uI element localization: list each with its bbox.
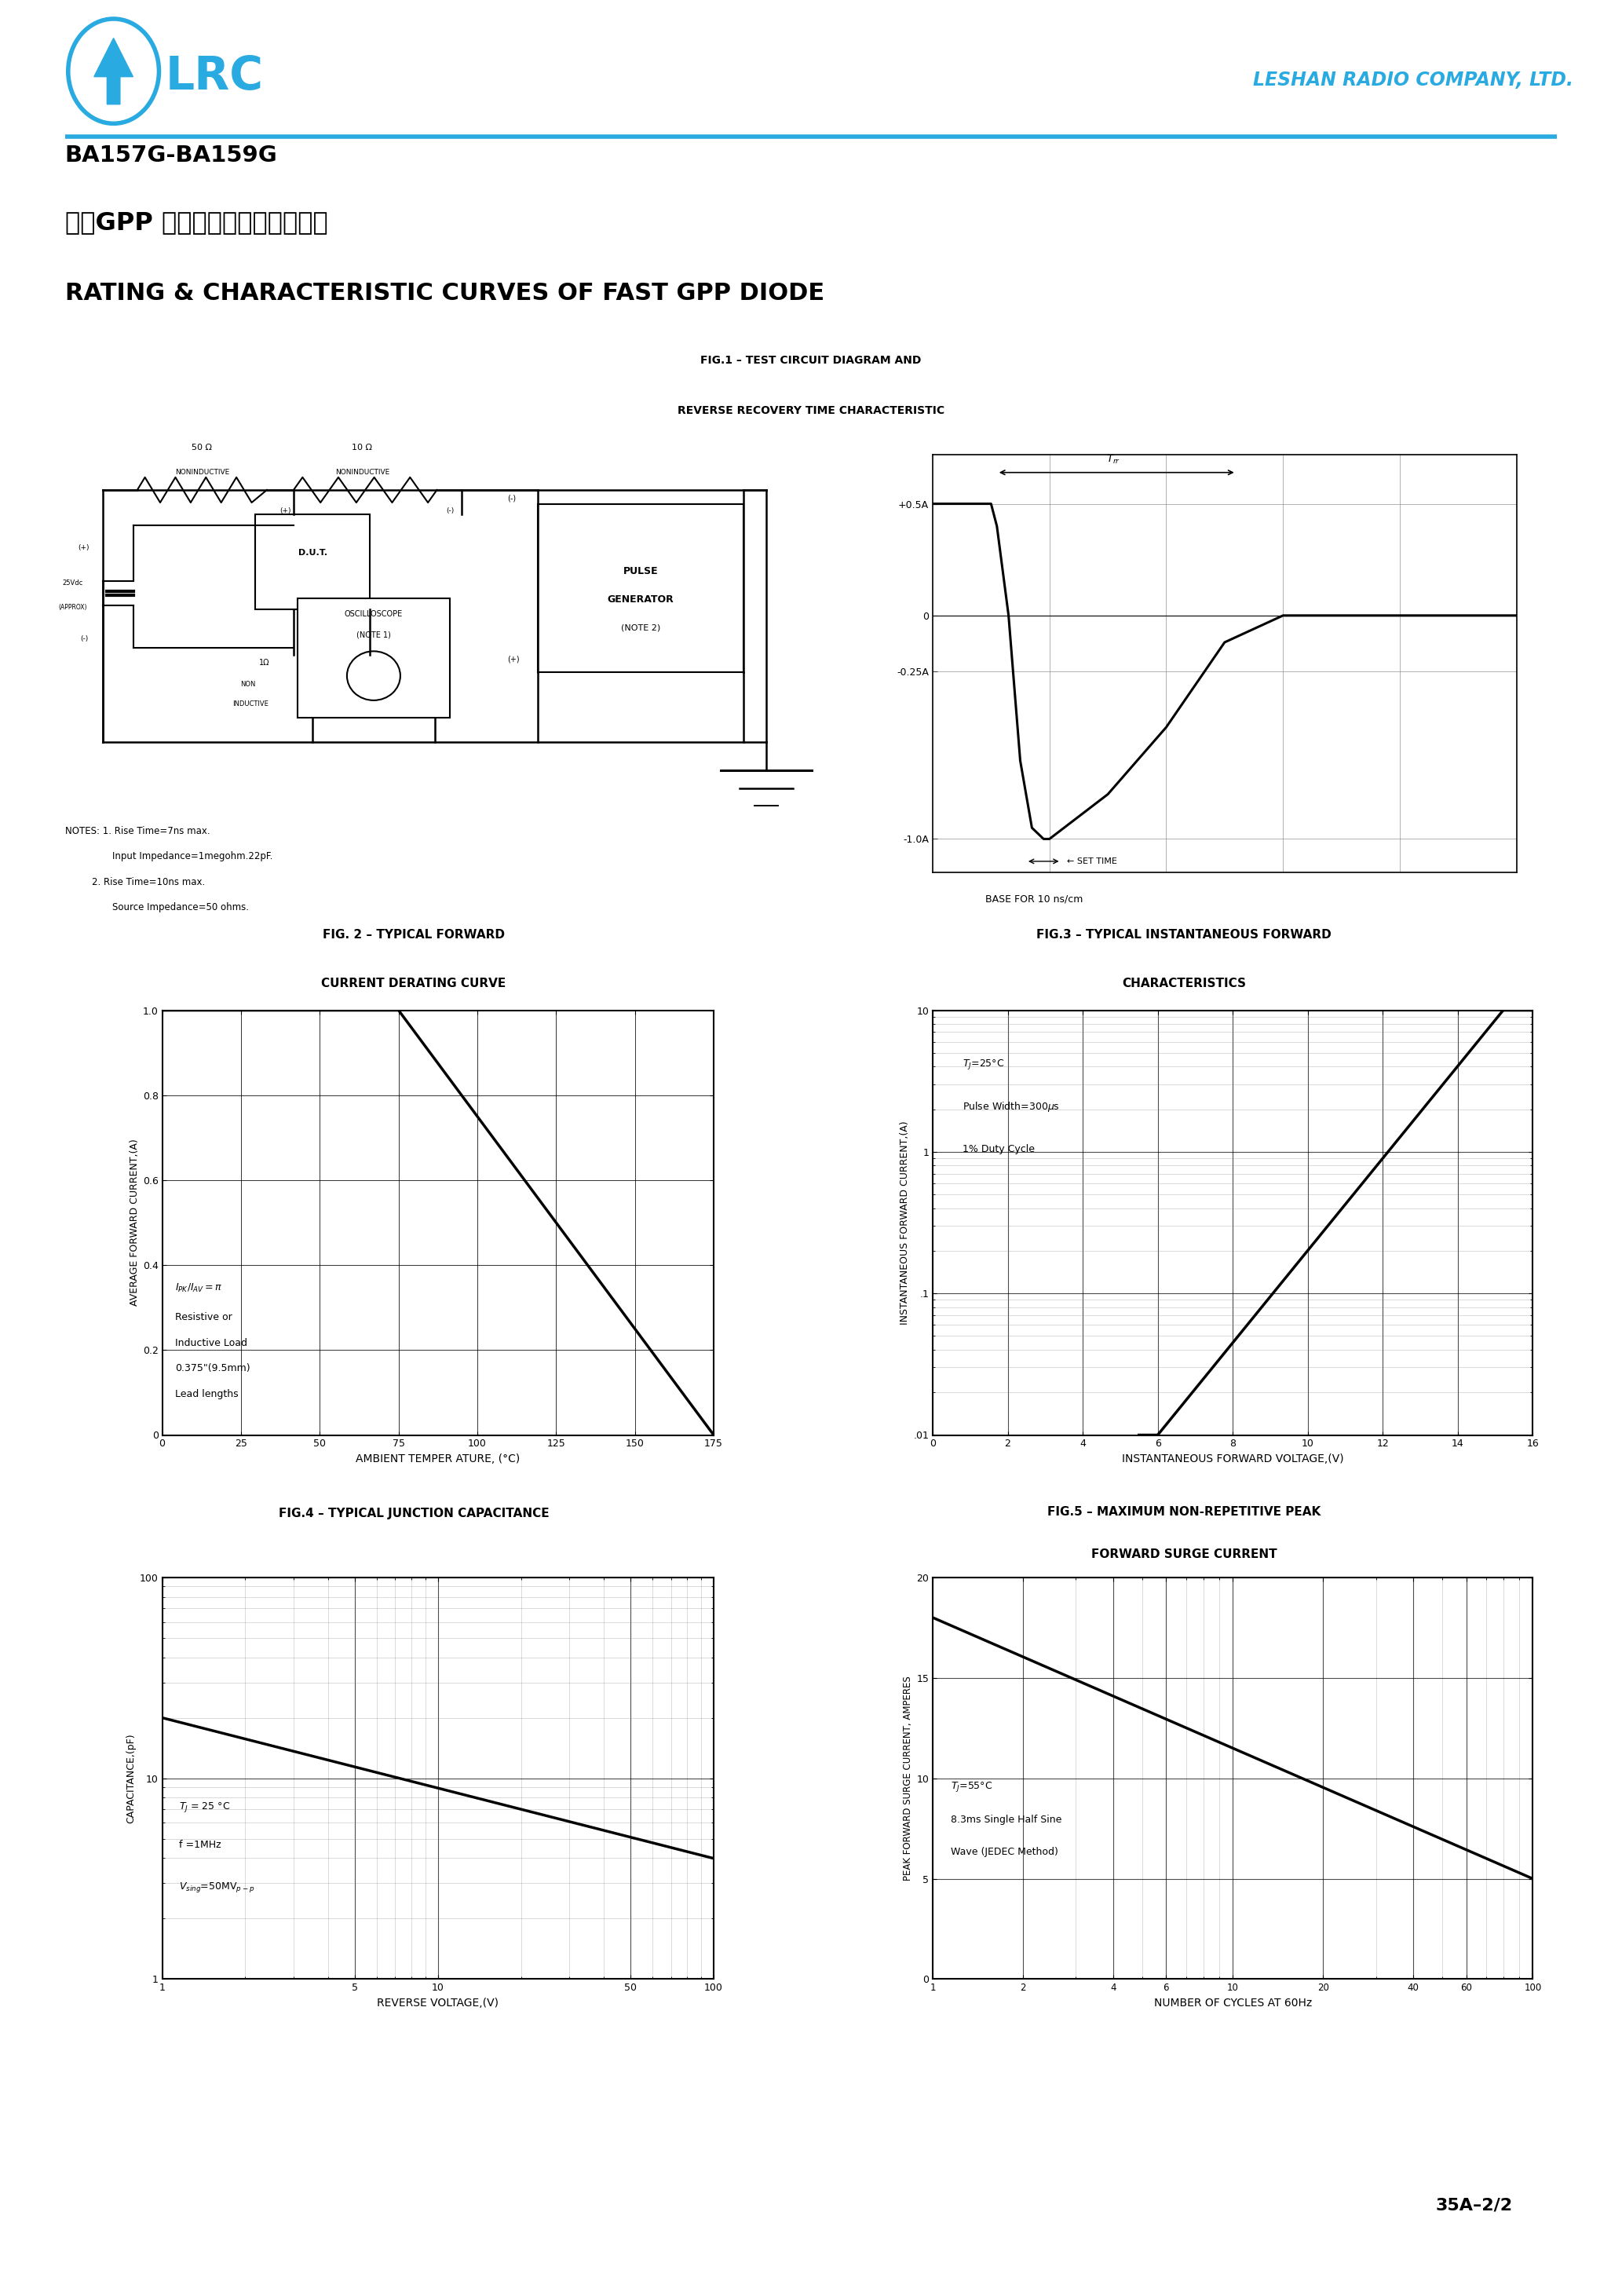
Text: $T_J$=55°C: $T_J$=55°C xyxy=(950,1779,993,1793)
Text: 快速GPP 二极管额定値与特性曲线: 快速GPP 二极管额定値与特性曲线 xyxy=(65,211,328,234)
Text: (APPROX): (APPROX) xyxy=(58,604,88,611)
Bar xyxy=(297,599,449,719)
Text: NON: NON xyxy=(240,682,255,689)
Text: LRC: LRC xyxy=(165,55,264,99)
Text: Resistive or: Resistive or xyxy=(175,1313,232,1322)
Text: $V_{sing}$=50MV$_{p-p}$: $V_{sing}$=50MV$_{p-p}$ xyxy=(178,1880,255,1894)
Text: Input Impedance=1megohm.22pF.: Input Impedance=1megohm.22pF. xyxy=(112,852,272,861)
Text: (+): (+) xyxy=(281,507,292,514)
Text: NONINDUCTIVE: NONINDUCTIVE xyxy=(175,468,229,475)
Y-axis label: CAPACITANCE,(pF): CAPACITANCE,(pF) xyxy=(127,1733,136,1823)
Text: $I_{PK}/I_{AV}=\pi$: $I_{PK}/I_{AV}=\pi$ xyxy=(175,1281,222,1295)
Text: FIG.4 – TYPICAL JUNCTION CAPACITANCE: FIG.4 – TYPICAL JUNCTION CAPACITANCE xyxy=(279,1508,548,1520)
Text: 35A–2/2: 35A–2/2 xyxy=(1435,2197,1512,2213)
Text: 25Vdc: 25Vdc xyxy=(62,579,83,585)
Text: Lead lengths: Lead lengths xyxy=(175,1389,238,1398)
Text: $T_{rr}$: $T_{rr}$ xyxy=(1106,455,1121,466)
Text: OSCILLOSCOPE: OSCILLOSCOPE xyxy=(344,611,402,618)
Text: $T_J$=25°C: $T_J$=25°C xyxy=(962,1058,1004,1072)
Text: 1Ω: 1Ω xyxy=(260,659,269,666)
Text: PULSE: PULSE xyxy=(623,567,659,576)
Text: NONINDUCTIVE: NONINDUCTIVE xyxy=(336,468,389,475)
Polygon shape xyxy=(94,39,133,103)
Text: FIG.1 – TEST CIRCUIT DIAGRAM AND: FIG.1 – TEST CIRCUIT DIAGRAM AND xyxy=(701,356,921,365)
Text: (+): (+) xyxy=(78,544,89,551)
X-axis label: REVERSE VOLTAGE,(V): REVERSE VOLTAGE,(V) xyxy=(376,1998,500,2009)
Text: CHARACTERISTICS: CHARACTERISTICS xyxy=(1122,978,1246,990)
Text: LESHAN RADIO COMPANY, LTD.: LESHAN RADIO COMPANY, LTD. xyxy=(1254,71,1573,90)
Text: FIG. 2 – TYPICAL FORWARD: FIG. 2 – TYPICAL FORWARD xyxy=(323,930,504,941)
Text: Wave (JEDEC Method): Wave (JEDEC Method) xyxy=(950,1846,1058,1857)
Text: Inductive Load: Inductive Load xyxy=(175,1339,247,1348)
Text: $T_J$ = 25 °C: $T_J$ = 25 °C xyxy=(178,1800,230,1814)
Text: (-): (-) xyxy=(508,494,516,503)
Text: NOTES: 1. Rise Time=7ns max.: NOTES: 1. Rise Time=7ns max. xyxy=(65,827,209,836)
Text: INDUCTIVE: INDUCTIVE xyxy=(232,700,269,707)
X-axis label: INSTANTANEOUS FORWARD VOLTAGE,(V): INSTANTANEOUS FORWARD VOLTAGE,(V) xyxy=(1122,1453,1343,1465)
Text: 8.3ms Single Half Sine: 8.3ms Single Half Sine xyxy=(950,1814,1062,1825)
Text: 0.375"(9.5mm): 0.375"(9.5mm) xyxy=(175,1364,250,1373)
Text: 2. Rise Time=10ns max.: 2. Rise Time=10ns max. xyxy=(92,877,206,886)
Y-axis label: AVERAGE FORWARD CURRENT,(A): AVERAGE FORWARD CURRENT,(A) xyxy=(130,1139,139,1306)
Y-axis label: PEAK FORWARD SURGE CURRENT, AMPERES: PEAK FORWARD SURGE CURRENT, AMPERES xyxy=(903,1676,913,1880)
Text: ← SET TIME: ← SET TIME xyxy=(1067,856,1118,866)
Text: (-): (-) xyxy=(446,507,454,514)
Text: GENERATOR: GENERATOR xyxy=(607,595,673,604)
Text: (NOTE 2): (NOTE 2) xyxy=(621,625,660,631)
Text: BA157G-BA159G: BA157G-BA159G xyxy=(65,145,277,168)
Text: Source Impedance=50 ohms.: Source Impedance=50 ohms. xyxy=(112,902,250,912)
Bar xyxy=(537,503,743,673)
Text: FORWARD SURGE CURRENT: FORWARD SURGE CURRENT xyxy=(1092,1548,1277,1561)
Text: BASE FOR 10 ns/cm: BASE FOR 10 ns/cm xyxy=(985,893,1083,905)
Bar xyxy=(256,514,370,608)
Text: RATING & CHARACTERISTIC CURVES OF FAST GPP DIODE: RATING & CHARACTERISTIC CURVES OF FAST G… xyxy=(65,282,824,305)
Text: f =1MHz: f =1MHz xyxy=(178,1839,221,1851)
X-axis label: AMBIENT TEMPER ATURE, (°C): AMBIENT TEMPER ATURE, (°C) xyxy=(355,1453,521,1465)
Text: FIG.5 – MAXIMUM NON-REPETITIVE PEAK: FIG.5 – MAXIMUM NON-REPETITIVE PEAK xyxy=(1048,1506,1320,1518)
Text: 50 Ω: 50 Ω xyxy=(191,443,212,452)
Text: CURRENT DERATING CURVE: CURRENT DERATING CURVE xyxy=(321,978,506,990)
Text: FIG.3 – TYPICAL INSTANTANEOUS FORWARD: FIG.3 – TYPICAL INSTANTANEOUS FORWARD xyxy=(1036,930,1332,941)
Text: REVERSE RECOVERY TIME CHARACTERISTIC: REVERSE RECOVERY TIME CHARACTERISTIC xyxy=(678,406,944,416)
Text: (NOTE 1): (NOTE 1) xyxy=(357,631,391,638)
Text: 10 Ω: 10 Ω xyxy=(352,443,373,452)
Text: Pulse Width=300$\mu$s: Pulse Width=300$\mu$s xyxy=(962,1100,1059,1114)
Text: D.U.T.: D.U.T. xyxy=(298,549,328,558)
Y-axis label: INSTANTANEOUS FORWARD CURRENT,(A): INSTANTANEOUS FORWARD CURRENT,(A) xyxy=(900,1120,910,1325)
Text: (+): (+) xyxy=(508,654,519,664)
Text: (-): (-) xyxy=(79,636,88,643)
X-axis label: NUMBER OF CYCLES AT 60Hz: NUMBER OF CYCLES AT 60Hz xyxy=(1153,1998,1312,2009)
Text: 1% Duty Cycle: 1% Duty Cycle xyxy=(962,1143,1035,1155)
